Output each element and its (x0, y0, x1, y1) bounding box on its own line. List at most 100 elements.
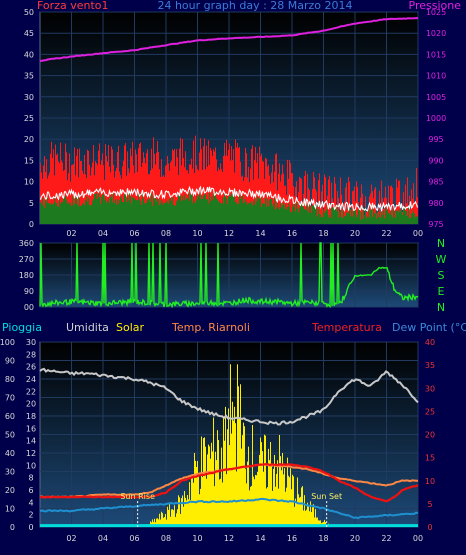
solar-label: Solar (116, 321, 145, 334)
x-tick-label: 10 (192, 534, 202, 543)
x-tick-label: 08 (161, 229, 171, 238)
y2-tick-label: 20 (425, 431, 435, 440)
x-tick-label: 20 (350, 229, 360, 238)
y-tick-label: 10 (24, 178, 34, 187)
x-tick-label: 06 (129, 534, 139, 543)
mid-tick-label: 8 (28, 474, 33, 483)
mid-tick-label: 22 (26, 387, 36, 396)
chart-title: 24 hour graph day : 28 Marzo 2014 (157, 0, 352, 12)
y-tick-label: 80 (5, 375, 15, 384)
x-tick-label: 12 (224, 229, 234, 238)
y2-tick-label: 980 (428, 199, 443, 208)
y2-tick-label: 25 (425, 407, 435, 416)
y-tick-label: 00 (24, 303, 34, 312)
sun-rise-label: Sun Rise (120, 492, 155, 501)
dew-point-label: Dew Point (°C) (392, 321, 466, 334)
y2-tick-label: 1010 (426, 72, 446, 81)
y-tick-label: 50 (24, 8, 34, 17)
sun-set-label: Sun Set (311, 492, 342, 501)
y-tick-label: 40 (5, 449, 15, 458)
y-tick-label: 180 (19, 271, 34, 280)
sun-markers: Sun Rise Sun Set (120, 492, 342, 527)
x-tick-label: 00 (413, 534, 423, 543)
wind-speed-line (39, 185, 419, 212)
y-tick-label: 15 (24, 156, 34, 165)
humidity-line (39, 367, 419, 426)
compass-label: E (438, 285, 445, 298)
y2-tick-label: 35 (425, 361, 435, 370)
x-tick-label: 02 (66, 229, 76, 238)
mid-tick-label: 14 (26, 437, 36, 446)
x-tick-label: 14 (255, 229, 265, 238)
y2-tick-label: 995 (428, 135, 443, 144)
y2-tick-label: 990 (428, 156, 443, 165)
pressure-line (39, 17, 418, 62)
temperature-line-series (39, 367, 419, 528)
x-tick-label: 22 (381, 229, 391, 238)
y-tick-label: 90 (24, 287, 34, 296)
mid-tick-label: 6 (28, 486, 33, 495)
y2-tick-label: 0 (427, 523, 432, 532)
mid-tick-label: 24 (26, 375, 36, 384)
y-tick-label: 270 (19, 255, 34, 264)
humidity-label: Umidita (66, 321, 109, 334)
compass-label: S (438, 269, 445, 282)
temperature-axis-ticks: 0102030405060708090100024681012141618202… (0, 338, 435, 543)
temperature-panel: Pioggia Umidita Solar Temp. Riarnoli Tem… (0, 321, 466, 543)
temp-ext-line (39, 463, 419, 503)
y2-tick-label: 1020 (426, 29, 446, 38)
rain-label: Pioggia (2, 321, 42, 334)
y2-tick-label: 975 (428, 220, 443, 229)
mid-tick-label: 16 (26, 424, 36, 433)
y-tick-label: 50 (5, 431, 15, 440)
y-tick-label: 0 (29, 220, 34, 229)
mid-tick-label: 18 (26, 412, 36, 421)
y-tick-label: 90 (5, 357, 15, 366)
x-tick-label: 08 (161, 534, 171, 543)
y-tick-label: 60 (5, 412, 15, 421)
x-tick-label: 00 (413, 229, 423, 238)
wind-average-series (40, 191, 418, 224)
wind-left-label: Forza vento1 (37, 0, 109, 12)
mid-tick-label: 28 (26, 350, 36, 359)
mid-tick-label: 30 (26, 338, 36, 347)
compass-label: N (437, 237, 445, 250)
y-tick-label: 20 (24, 135, 34, 144)
y2-tick-label: 15 (425, 454, 435, 463)
temp-ext-label: Temperatura (311, 321, 382, 334)
x-tick-label: 16 (287, 229, 297, 238)
mid-tick-label: 4 (28, 498, 33, 507)
compass-label: W (436, 253, 447, 266)
y2-tick-label: 1015 (426, 50, 446, 59)
y2-tick-label: 1000 (426, 114, 446, 123)
y-tick-label: 40 (24, 50, 34, 59)
mid-tick-label: 26 (26, 363, 36, 372)
x-tick-label: 18 (318, 229, 328, 238)
x-tick-label: 02 (66, 534, 76, 543)
y2-tick-label: 30 (425, 384, 435, 393)
y-tick-label: 25 (24, 114, 34, 123)
y2-tick-label: 1025 (426, 8, 446, 17)
x-tick-label: 10 (192, 229, 202, 238)
y-tick-label: 20 (5, 486, 15, 495)
direction-line (39, 242, 419, 309)
y-tick-label: 35 (24, 72, 34, 81)
x-tick-label: 20 (350, 534, 360, 543)
x-tick-label: 16 (287, 534, 297, 543)
mid-tick-label: 12 (26, 449, 36, 458)
y-tick-label: 45 (24, 29, 34, 38)
temp-int-label: Temp. Riarnoli (171, 321, 250, 334)
x-tick-label: 18 (318, 534, 328, 543)
y-tick-label: 10 (5, 505, 15, 514)
mid-tick-label: 2 (28, 511, 33, 520)
y2-tick-label: 1005 (426, 93, 446, 102)
x-tick-label: 12 (224, 534, 234, 543)
y-tick-label: 70 (5, 394, 15, 403)
x-tick-label: 22 (381, 534, 391, 543)
x-tick-label: 04 (98, 534, 108, 543)
y-tick-label: 30 (24, 93, 34, 102)
y2-tick-label: 5 (427, 500, 432, 509)
y2-tick-label: 40 (425, 338, 435, 347)
